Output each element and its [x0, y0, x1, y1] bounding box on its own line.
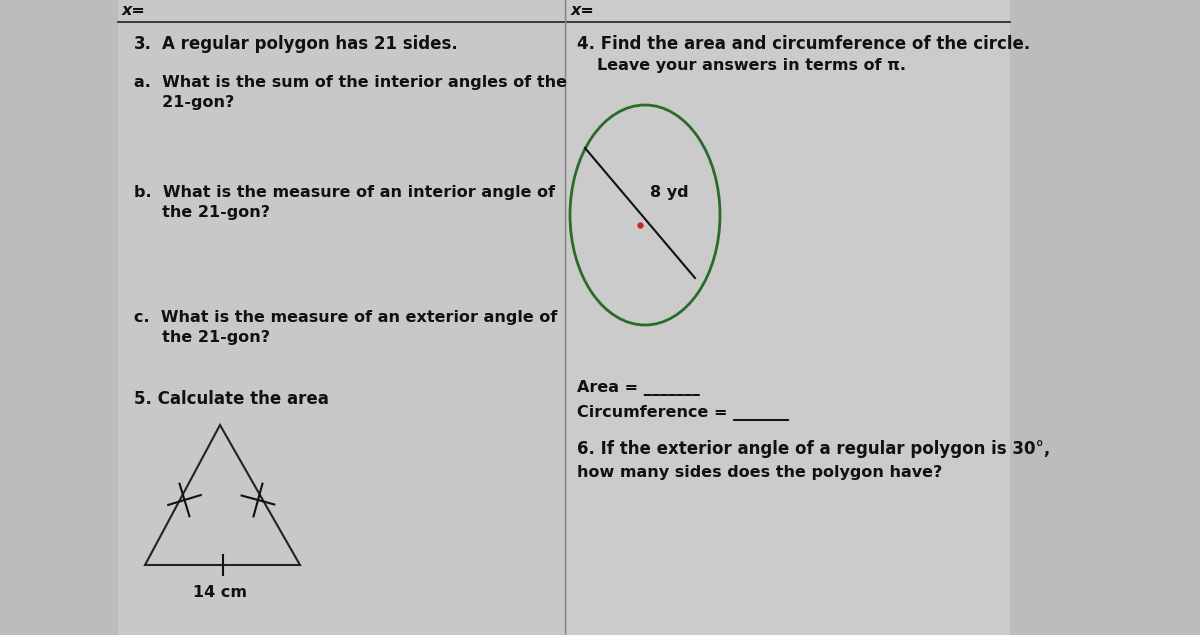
Text: how many sides does the polygon have?: how many sides does the polygon have? — [577, 465, 942, 480]
Text: 4. Find the area and circumference of the circle.: 4. Find the area and circumference of th… — [577, 35, 1031, 53]
Text: x=: x= — [122, 3, 145, 18]
Text: c.  What is the measure of an exterior angle of: c. What is the measure of an exterior an… — [134, 310, 557, 325]
Text: x=: x= — [571, 3, 595, 18]
Bar — [568, 0, 1010, 635]
Text: b.  What is the measure of an interior angle of: b. What is the measure of an interior an… — [134, 185, 556, 200]
Text: 21-gon?: 21-gon? — [134, 95, 234, 110]
Bar — [118, 0, 565, 635]
Text: A regular polygon has 21 sides.: A regular polygon has 21 sides. — [162, 35, 457, 53]
Text: Area = _______: Area = _______ — [577, 380, 700, 396]
Text: 14 cm: 14 cm — [193, 585, 247, 600]
Text: the 21-gon?: the 21-gon? — [134, 205, 270, 220]
Text: 8 yd: 8 yd — [650, 185, 689, 200]
Text: Leave your answers in terms of π.: Leave your answers in terms of π. — [598, 58, 906, 73]
Text: 3.: 3. — [134, 35, 152, 53]
Text: 5. Calculate the area: 5. Calculate the area — [134, 390, 329, 408]
Text: 6. If the exterior angle of a regular polygon is 30°,: 6. If the exterior angle of a regular po… — [577, 440, 1050, 458]
Text: a.  What is the sum of the interior angles of the: a. What is the sum of the interior angle… — [134, 75, 568, 90]
Text: the 21-gon?: the 21-gon? — [134, 330, 270, 345]
Text: Circumference = _______: Circumference = _______ — [577, 405, 790, 421]
